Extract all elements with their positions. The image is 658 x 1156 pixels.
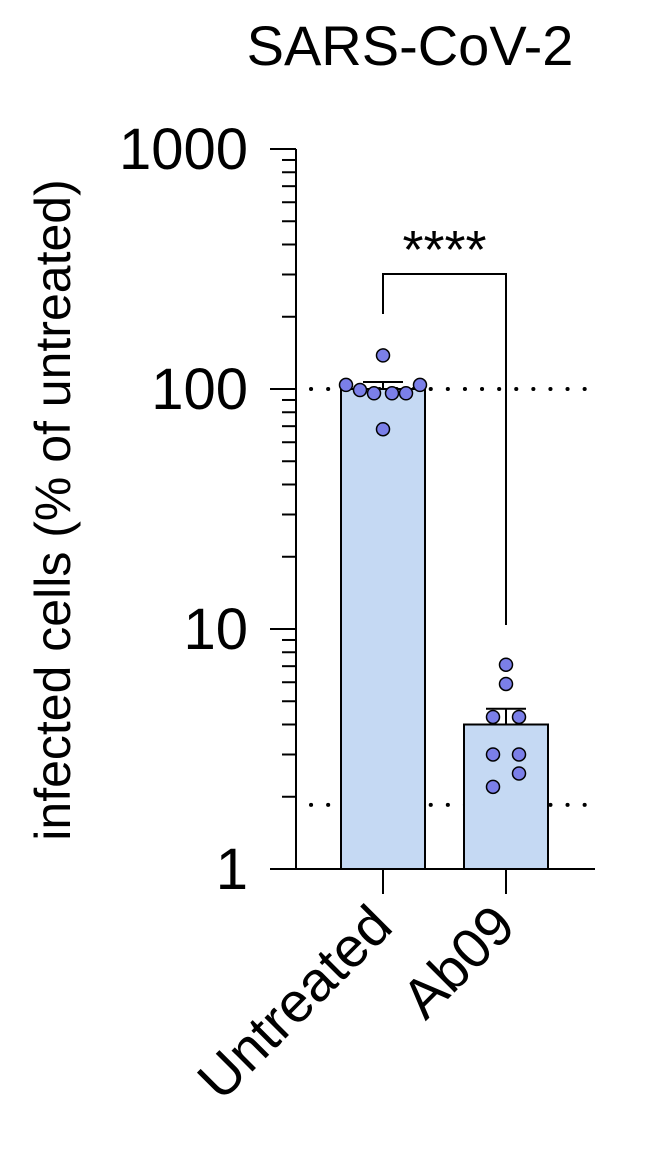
data-point-untreated: [338, 377, 354, 393]
x-tick-label-untreated: Untreated: [185, 893, 403, 1111]
data-point-untreated: [412, 377, 428, 393]
data-point-untreated: [398, 386, 414, 401]
data-point-ab09: [485, 709, 501, 725]
data-point-untreated: [366, 386, 382, 401]
data-point-ab09: [498, 676, 514, 692]
bar-untreated: [340, 388, 426, 870]
x-tick-label-ab09: Ab09: [389, 893, 526, 1030]
data-point-ab09: [511, 766, 527, 781]
bar-ab09: [463, 723, 549, 871]
chart-title: SARS-CoV-2: [247, 14, 574, 77]
data-point-ab09: [511, 709, 527, 725]
data-point-untreated: [384, 386, 400, 401]
data-point-untreated: [352, 382, 368, 398]
data-point-ab09: [485, 747, 501, 762]
data-point-ab09: [498, 657, 514, 672]
y-tick-label: 1000: [119, 117, 248, 182]
data-point-untreated: [375, 421, 391, 437]
significance-label: ****: [402, 220, 486, 280]
y-tick-label: 1: [216, 837, 248, 902]
data-point-untreated: [375, 348, 391, 363]
data-point-ab09: [485, 779, 501, 795]
significance-bracket: [382, 273, 507, 625]
y-tick-label: 10: [183, 597, 248, 662]
data-point-ab09: [511, 747, 527, 762]
y-tick-label: 100: [151, 357, 248, 422]
y-axis-label: infected cells (% of untreated): [25, 179, 81, 840]
